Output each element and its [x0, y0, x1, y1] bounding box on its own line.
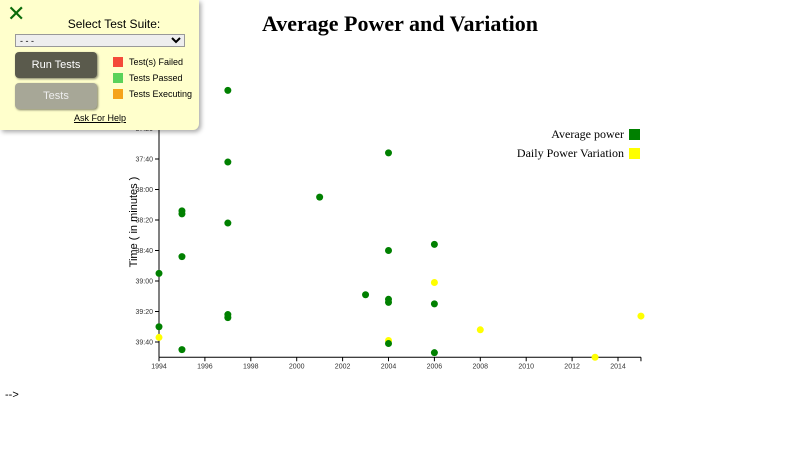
legend-label: Test(s) Failed	[129, 57, 184, 67]
average-power-point	[155, 323, 163, 331]
y-tick-label: 39:00	[135, 279, 153, 286]
tests-button[interactable]: Tests	[15, 83, 97, 109]
average-power-point	[430, 300, 438, 308]
x-tick-label: 2008	[473, 363, 489, 370]
average-power-point	[178, 210, 186, 218]
variation-point	[430, 279, 438, 287]
variation-point	[591, 353, 599, 361]
y-tick-label: 38:20	[135, 218, 153, 225]
average-power-point	[385, 149, 392, 157]
y-axis-label: Time ( in minutes )	[128, 177, 140, 268]
average-power-point	[178, 346, 186, 354]
failed-swatch	[113, 57, 123, 67]
passed-swatch	[113, 73, 123, 83]
average-power-point	[316, 193, 324, 201]
legend-label: Tests Executing	[129, 89, 193, 99]
chart-legend: Average power Daily Power Variation	[517, 127, 640, 160]
x-tick-label: 2006	[427, 363, 443, 370]
x-tick-label: 1996	[197, 363, 213, 370]
select-test-suite-label: Select Test Suite:	[67, 17, 161, 31]
x-tick-label: 2000	[289, 363, 305, 370]
ask-for-help-link[interactable]: Ask For Help	[73, 113, 126, 123]
run-tests-button[interactable]: Run Tests	[15, 52, 97, 78]
x-tick-label: 2012	[564, 363, 580, 370]
executing-swatch	[113, 89, 123, 99]
average-power-point	[385, 247, 392, 254]
average-power-point	[178, 253, 186, 261]
y-tick-label: 37:40	[135, 157, 153, 164]
legend-label: Tests Passed	[129, 73, 183, 83]
legend-label: Daily Power Variation	[517, 146, 624, 160]
points	[155, 86, 645, 361]
y-tick-label: 38:00	[135, 187, 153, 194]
average-power-point	[385, 298, 392, 306]
x-tick-label: 2014	[610, 363, 626, 370]
y-tick-label: 38:40	[135, 248, 153, 255]
average-power-point	[224, 158, 232, 166]
x-tick-label: 2004	[381, 363, 397, 370]
variation-point	[476, 326, 484, 334]
legend-swatch	[629, 129, 640, 140]
legend-label: Average power	[551, 127, 624, 141]
x-axis: 1994 1996 1998 2000 2002 2004 2006 2008 2010 2012…	[151, 356, 642, 370]
y-tick-label: 39:20	[135, 309, 153, 316]
average-power-point	[224, 314, 232, 322]
average-power-point	[430, 240, 438, 248]
average-power-point	[224, 86, 232, 94]
test-suite-select[interactable]: - - -	[15, 34, 185, 47]
test-panel: ✕ Select Test Suite: - - - Run Tests Tes…	[0, 0, 199, 130]
variation-point	[637, 312, 645, 320]
legend-passed: Tests Passed	[113, 73, 183, 83]
stray-text: -->	[5, 389, 19, 401]
x-tick-label: 2002	[335, 363, 351, 370]
average-power-point	[430, 349, 438, 357]
x-tick-label: 2010	[518, 363, 534, 370]
close-icon[interactable]: ✕	[7, 2, 26, 27]
y-tick-label: 39:40	[135, 340, 153, 347]
chart-title: Average Power and Variation	[262, 11, 538, 36]
legend-swatch	[629, 148, 640, 159]
x-tick-label: 1998	[243, 363, 259, 370]
average-power-point	[362, 291, 370, 299]
x-tick-label: 1994	[151, 363, 167, 370]
variation-point	[155, 333, 163, 341]
legend-executing: Tests Executing	[113, 89, 192, 99]
average-power-point	[224, 219, 232, 227]
legend-failed: Test(s) Failed	[113, 57, 183, 67]
average-power-point	[155, 269, 163, 277]
average-power-point	[385, 340, 392, 348]
